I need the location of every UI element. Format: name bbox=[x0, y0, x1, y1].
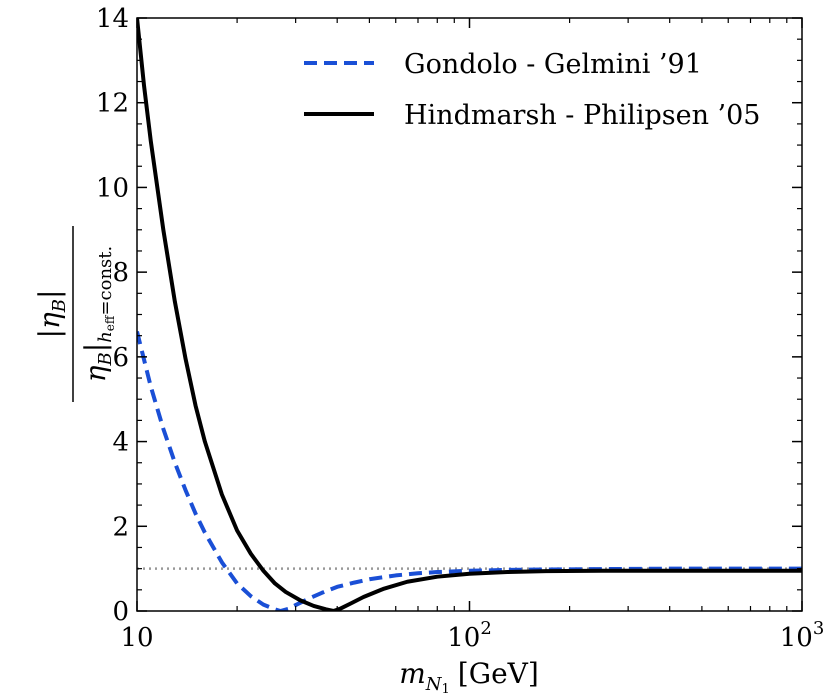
y-tick-label: 4 bbox=[112, 428, 129, 458]
x-axis-title: mN1 [GeV] bbox=[399, 657, 539, 697]
series-line-1 bbox=[137, 18, 802, 611]
y-tick-label: 8 bbox=[112, 258, 129, 288]
y-axis-denominator: ηB|heff=const. bbox=[79, 246, 117, 382]
y-axis-title: |ηB| ηB|heff=const. bbox=[33, 226, 117, 402]
y-tick-label: 0 bbox=[112, 597, 129, 627]
legend-label-hindmarsh: Hindmarsh - Philipsen ’05 bbox=[404, 100, 760, 131]
plot-frame bbox=[136, 17, 803, 612]
x-tick-label: 10 bbox=[120, 623, 153, 653]
x-tick-label: 102 bbox=[447, 618, 492, 653]
y-tick-label: 10 bbox=[96, 173, 129, 203]
x-tick-label: 103 bbox=[780, 618, 825, 653]
legend-label-gondolo: Gondolo - Gelmini ’91 bbox=[404, 49, 702, 80]
y-axis-numerator: |ηB| bbox=[33, 290, 70, 339]
y-tick-label: 14 bbox=[96, 4, 129, 34]
y-tick-label: 6 bbox=[112, 343, 129, 373]
y-tick-label: 2 bbox=[112, 512, 129, 542]
plot-area bbox=[137, 18, 802, 611]
legend: Gondolo - Gelmini ’91 Hindmarsh - Philip… bbox=[304, 49, 760, 131]
y-tick-label: 12 bbox=[96, 89, 129, 119]
